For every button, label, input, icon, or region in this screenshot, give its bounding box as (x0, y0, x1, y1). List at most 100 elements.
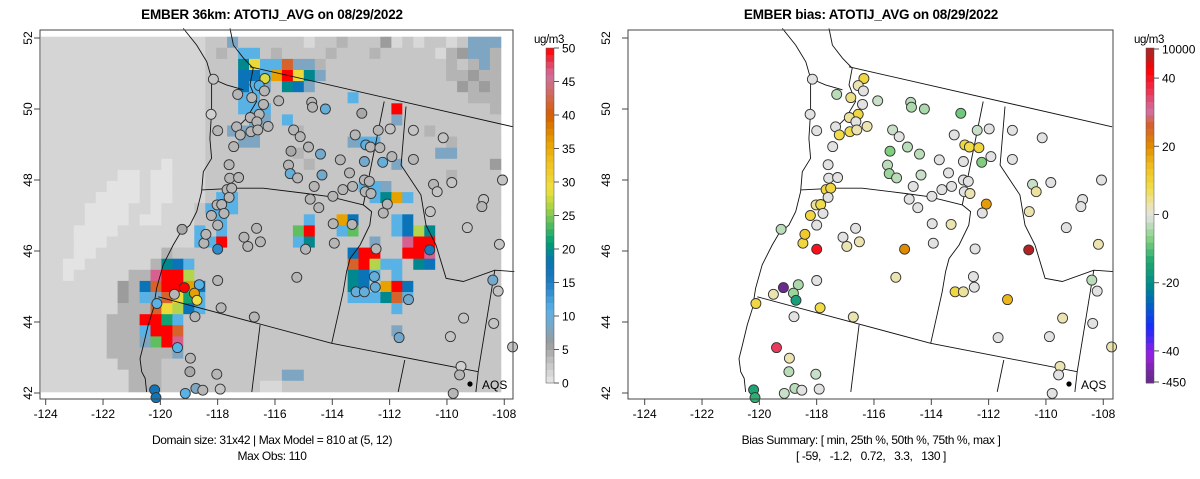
grid-cell (468, 225, 480, 237)
grid-cell (402, 203, 414, 215)
grid-cell (446, 314, 458, 326)
station-marker (346, 218, 358, 230)
station-marker (810, 368, 822, 380)
grid-cell (41, 158, 53, 171)
grid-cell (336, 225, 348, 237)
grid-cell (270, 336, 283, 348)
grid-cell (227, 114, 239, 126)
grid-cell (446, 125, 458, 137)
grid-cell (41, 36, 53, 49)
grid-cell (52, 47, 64, 60)
grid-cell (150, 203, 162, 215)
grid-cell (238, 292, 250, 304)
grid-cell (194, 103, 206, 115)
grid-cell (358, 114, 370, 126)
grid-cell (150, 236, 162, 248)
grid-cell (260, 147, 272, 160)
grid-cell (106, 70, 119, 82)
grid-cell (95, 303, 108, 315)
grid-cell (227, 303, 239, 315)
grid-cell (402, 369, 414, 382)
grid-cell (128, 136, 140, 149)
station-marker (262, 120, 274, 132)
grid-cell (238, 92, 250, 104)
grid-cell (281, 369, 294, 382)
grid-cell (106, 358, 119, 371)
grid-cell (161, 36, 173, 49)
grid-cell (402, 136, 414, 149)
colorbar-bin (1146, 242, 1154, 250)
grid-cell (128, 380, 140, 393)
grid-cell (369, 369, 381, 382)
grid-cell (117, 269, 129, 282)
grid-cell (479, 181, 491, 193)
grid-cell (435, 81, 447, 93)
grid-cell (95, 147, 108, 160)
grid-cell (314, 280, 327, 293)
grid-cell (457, 214, 469, 226)
grid-cell (161, 70, 173, 82)
grid-cell (303, 303, 316, 315)
grid-cell (227, 214, 239, 226)
x-tick-label: -122 (690, 407, 714, 421)
grid-cell (347, 36, 359, 49)
grid-cell (139, 81, 151, 93)
grid-cell (194, 225, 206, 237)
colorbar-bin (546, 182, 554, 190)
grid-cell (292, 114, 305, 126)
grid-cell (260, 247, 272, 260)
grid-cell (314, 92, 327, 104)
grid-cell (150, 192, 162, 204)
grid-cell (84, 358, 97, 371)
grid-cell (424, 47, 436, 60)
grid-cell (41, 81, 53, 93)
station-marker (815, 199, 827, 210)
grid-cell (260, 114, 272, 126)
grid-cell (479, 92, 491, 104)
colorbar-bin (546, 128, 554, 136)
grid-cell (183, 47, 195, 60)
grid-cell (358, 225, 370, 237)
grid-cell (183, 192, 195, 204)
grid-cell (380, 136, 392, 149)
grid-cell (194, 369, 206, 382)
station-marker (918, 103, 930, 115)
grid-cell (52, 181, 64, 193)
grid-cell (62, 147, 75, 160)
grid-cell (62, 47, 75, 60)
station-marker (254, 236, 266, 248)
grid-cell (402, 325, 414, 337)
grid-cell (41, 303, 53, 315)
grid-cell (172, 247, 184, 260)
station-marker (926, 218, 938, 230)
grid-cell (41, 258, 53, 271)
grid-cell (446, 380, 458, 393)
colorbar-bin (1146, 289, 1154, 297)
grid-cell (413, 58, 425, 71)
colorbar-bin (1146, 369, 1154, 377)
grid-cell (325, 303, 338, 315)
colorbar-bin (1146, 195, 1154, 203)
station-marker (184, 352, 196, 364)
grid-cell (380, 380, 392, 393)
station-marker (973, 142, 985, 154)
grid-cell (139, 225, 151, 237)
grid-cell (194, 314, 206, 326)
grid-cell (468, 258, 480, 271)
station-marker (963, 141, 975, 153)
colorbar-bin (546, 376, 554, 384)
station-marker (811, 275, 823, 286)
colorbar-bin (546, 208, 554, 216)
station-marker (1023, 206, 1035, 218)
grid-cell (413, 325, 425, 337)
grid-cell (303, 125, 316, 137)
grid-cell (216, 358, 228, 371)
grid-cell (479, 303, 491, 315)
grid-cell (161, 358, 173, 371)
grid-cell (314, 81, 327, 93)
grid-cell (489, 70, 502, 82)
grid-cell (95, 236, 108, 248)
grid-cell (435, 369, 447, 382)
grid-cell (457, 103, 469, 115)
grid-cell (435, 47, 447, 60)
